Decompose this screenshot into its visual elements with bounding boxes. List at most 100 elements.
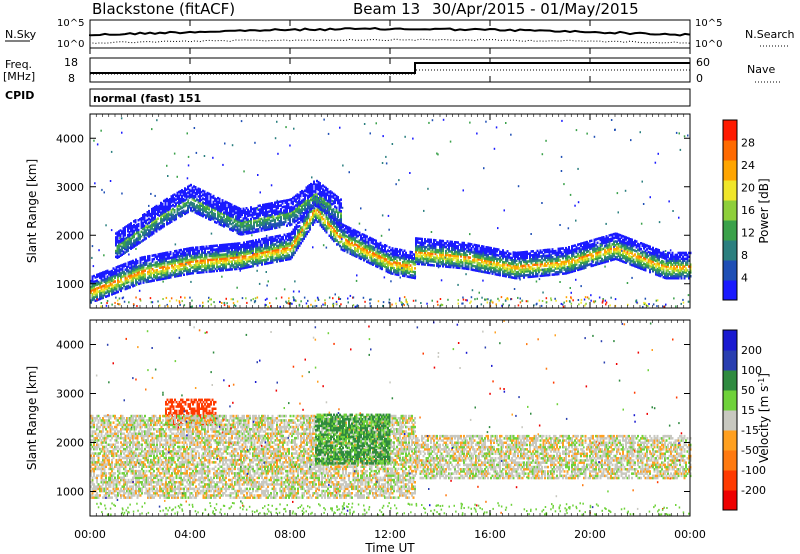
power-cell bbox=[112, 288, 115, 292]
power-cell bbox=[130, 264, 133, 267]
power-cell bbox=[186, 257, 188, 260]
power-cell bbox=[174, 259, 176, 263]
freq-tick-high: 18 bbox=[64, 56, 78, 69]
power-cell bbox=[102, 294, 104, 298]
power-cell bbox=[121, 267, 124, 271]
power-cell bbox=[208, 268, 211, 271]
power-cell bbox=[97, 273, 100, 276]
power-cell bbox=[138, 276, 140, 280]
power-cell bbox=[156, 255, 158, 258]
power-cell bbox=[123, 270, 125, 274]
power-cell bbox=[198, 250, 200, 253]
power-cell bbox=[159, 260, 161, 264]
power-cell bbox=[172, 267, 175, 271]
power-cell bbox=[120, 272, 122, 275]
power-cell bbox=[207, 258, 209, 262]
power-cell bbox=[142, 273, 145, 277]
power-cell bbox=[222, 267, 224, 270]
power-cell bbox=[159, 254, 161, 258]
power-cell bbox=[223, 261, 226, 264]
power-cell bbox=[195, 260, 197, 263]
power-cell bbox=[358, 231, 361, 235]
power-cell bbox=[180, 274, 182, 277]
power-cell bbox=[231, 264, 233, 267]
power-cell bbox=[231, 250, 233, 254]
power-cell bbox=[217, 248, 220, 251]
power-cell bbox=[174, 257, 176, 261]
power-cell bbox=[91, 287, 94, 290]
power-cell bbox=[216, 256, 218, 259]
power-cell bbox=[187, 262, 190, 266]
power-cell bbox=[220, 247, 223, 251]
power-cell bbox=[210, 244, 212, 248]
power-cell bbox=[136, 269, 139, 273]
power-cell bbox=[118, 264, 121, 268]
power-cell bbox=[208, 245, 211, 248]
power-cell bbox=[228, 260, 230, 264]
power-cell bbox=[148, 268, 151, 271]
power-cell bbox=[232, 254, 235, 257]
power-cell bbox=[145, 261, 148, 264]
power-cell bbox=[231, 252, 233, 256]
power-cell bbox=[181, 258, 184, 261]
power-cell bbox=[180, 254, 182, 258]
power-cell bbox=[117, 275, 119, 278]
power-cell bbox=[178, 256, 181, 260]
radar-title: Blackstone (fitACF) bbox=[92, 0, 235, 18]
power-cell bbox=[136, 265, 139, 269]
power-cell bbox=[229, 243, 232, 246]
power-cell bbox=[163, 255, 166, 259]
power-cell bbox=[204, 247, 206, 250]
power-cell bbox=[148, 280, 151, 283]
power-cell bbox=[189, 247, 191, 250]
power-cell bbox=[228, 249, 230, 252]
power-cell bbox=[196, 259, 199, 263]
power-cell bbox=[162, 260, 164, 263]
power-cell bbox=[195, 258, 197, 261]
power-cell bbox=[183, 252, 185, 255]
power-cell bbox=[222, 265, 224, 268]
power-cell bbox=[313, 180, 315, 183]
power-cell bbox=[124, 264, 127, 267]
power-cell bbox=[148, 274, 151, 277]
power-cell bbox=[126, 269, 128, 273]
power-cell bbox=[90, 299, 92, 302]
power-cell bbox=[105, 287, 107, 291]
power-cell bbox=[177, 253, 179, 256]
power-cell bbox=[222, 255, 224, 258]
power-cell bbox=[183, 263, 185, 267]
power-cell bbox=[411, 266, 413, 269]
power-cell bbox=[157, 264, 160, 268]
power-cell bbox=[141, 275, 143, 279]
power-cell bbox=[117, 269, 119, 272]
power-cell bbox=[198, 271, 200, 274]
power-cell bbox=[136, 259, 139, 263]
power-cell bbox=[225, 262, 227, 266]
power-cell bbox=[228, 262, 230, 266]
power-cell bbox=[203, 190, 206, 193]
power-cell bbox=[202, 261, 205, 264]
power-cell bbox=[157, 278, 160, 281]
power-cell bbox=[105, 295, 107, 298]
power-cell bbox=[142, 275, 145, 278]
power-cell bbox=[133, 266, 136, 270]
power-cell bbox=[160, 274, 163, 277]
power-cell bbox=[117, 281, 119, 284]
power-cell bbox=[207, 260, 209, 264]
power-cell bbox=[230, 203, 233, 206]
power-cell bbox=[114, 276, 116, 279]
power-cell bbox=[121, 287, 124, 290]
power-cell bbox=[160, 256, 163, 259]
power-cell bbox=[175, 269, 178, 272]
power-cell bbox=[280, 215, 282, 219]
power-cell bbox=[183, 248, 185, 251]
power-cell bbox=[147, 276, 149, 280]
power-cell bbox=[108, 290, 110, 293]
power-cell bbox=[199, 257, 202, 261]
power-cell bbox=[178, 270, 181, 273]
power-cell bbox=[100, 277, 103, 281]
power-cell bbox=[168, 274, 170, 277]
power-cell bbox=[189, 268, 191, 271]
power-cell bbox=[94, 289, 97, 293]
power-cell bbox=[169, 250, 172, 254]
